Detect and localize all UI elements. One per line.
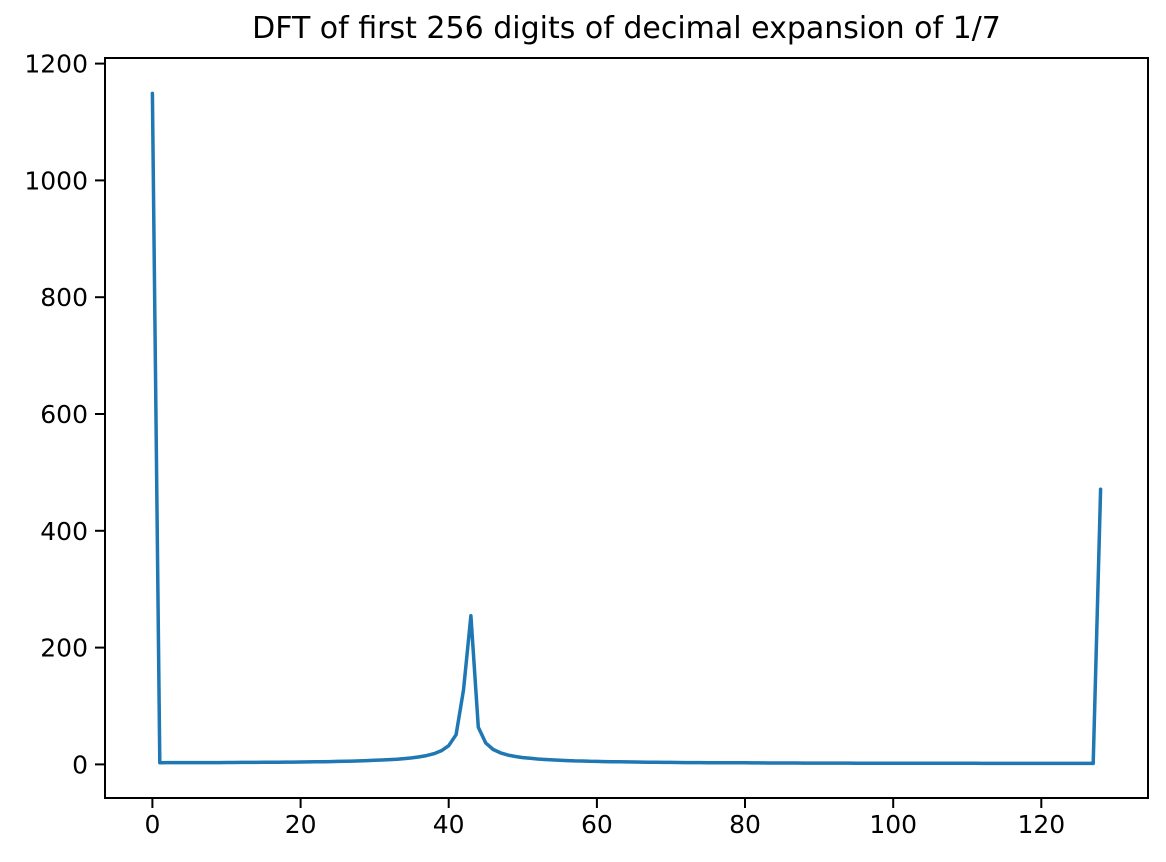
y-tick-label: 1000	[24, 166, 88, 195]
y-tick-label: 400	[40, 517, 88, 546]
y-tick-label: 1200	[24, 50, 88, 79]
x-tick-label: 40	[433, 810, 465, 839]
x-tick-label: 60	[581, 810, 613, 839]
y-tick-label: 0	[72, 750, 88, 779]
y-tick-label: 200	[40, 634, 88, 663]
chart-title: DFT of first 256 digits of decimal expan…	[252, 11, 1001, 46]
x-tick-label: 0	[144, 810, 160, 839]
y-axis-ticks: 0 200 400 600 800 1000 1200	[24, 50, 105, 779]
x-tick-label: 20	[285, 810, 317, 839]
axes-frame	[104, 57, 1149, 799]
data-line	[150, 91, 1103, 766]
y-tick-label: 600	[40, 400, 88, 429]
y-tick-label: 800	[40, 283, 88, 312]
x-tick-label: 80	[729, 810, 761, 839]
x-axis-ticks: 0 20 40 60 80 100 120	[144, 798, 1065, 839]
x-tick-label: 120	[1017, 810, 1065, 839]
x-tick-label: 100	[869, 810, 917, 839]
